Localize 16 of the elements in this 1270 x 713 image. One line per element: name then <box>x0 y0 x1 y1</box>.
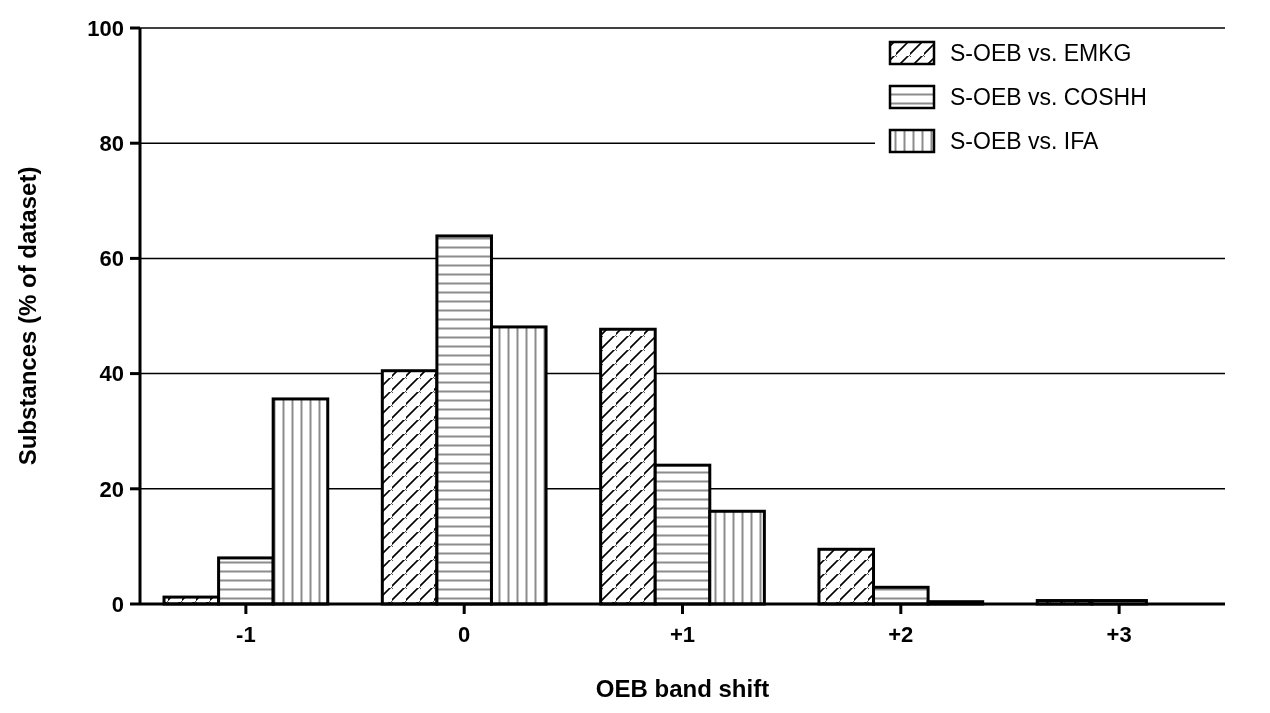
x-tick-label: +1 <box>669 622 696 647</box>
y-tick-label: 0 <box>111 591 124 617</box>
y-tick-label: 60 <box>99 246 124 272</box>
legend-label: S-OEB vs. COSHH <box>950 84 1147 111</box>
y-tick-label: 80 <box>99 130 124 156</box>
y-axis-title: Substances (% of dataset) <box>14 166 41 466</box>
x-axis-title: OEB band shift <box>595 675 770 702</box>
y-tick-label: 20 <box>99 476 124 502</box>
x-tick-label: -1 <box>236 622 256 647</box>
x-tick-label: +2 <box>888 622 914 647</box>
legend-label: S-OEB vs. IFA <box>950 128 1099 155</box>
x-tick-label: +3 <box>1106 622 1132 647</box>
x-tick-label: 0 <box>458 622 471 647</box>
y-tick-label: 100 <box>87 15 124 41</box>
legend-label: S-OEB vs. EMKG <box>950 40 1132 67</box>
y-tick-label: 40 <box>99 361 124 387</box>
